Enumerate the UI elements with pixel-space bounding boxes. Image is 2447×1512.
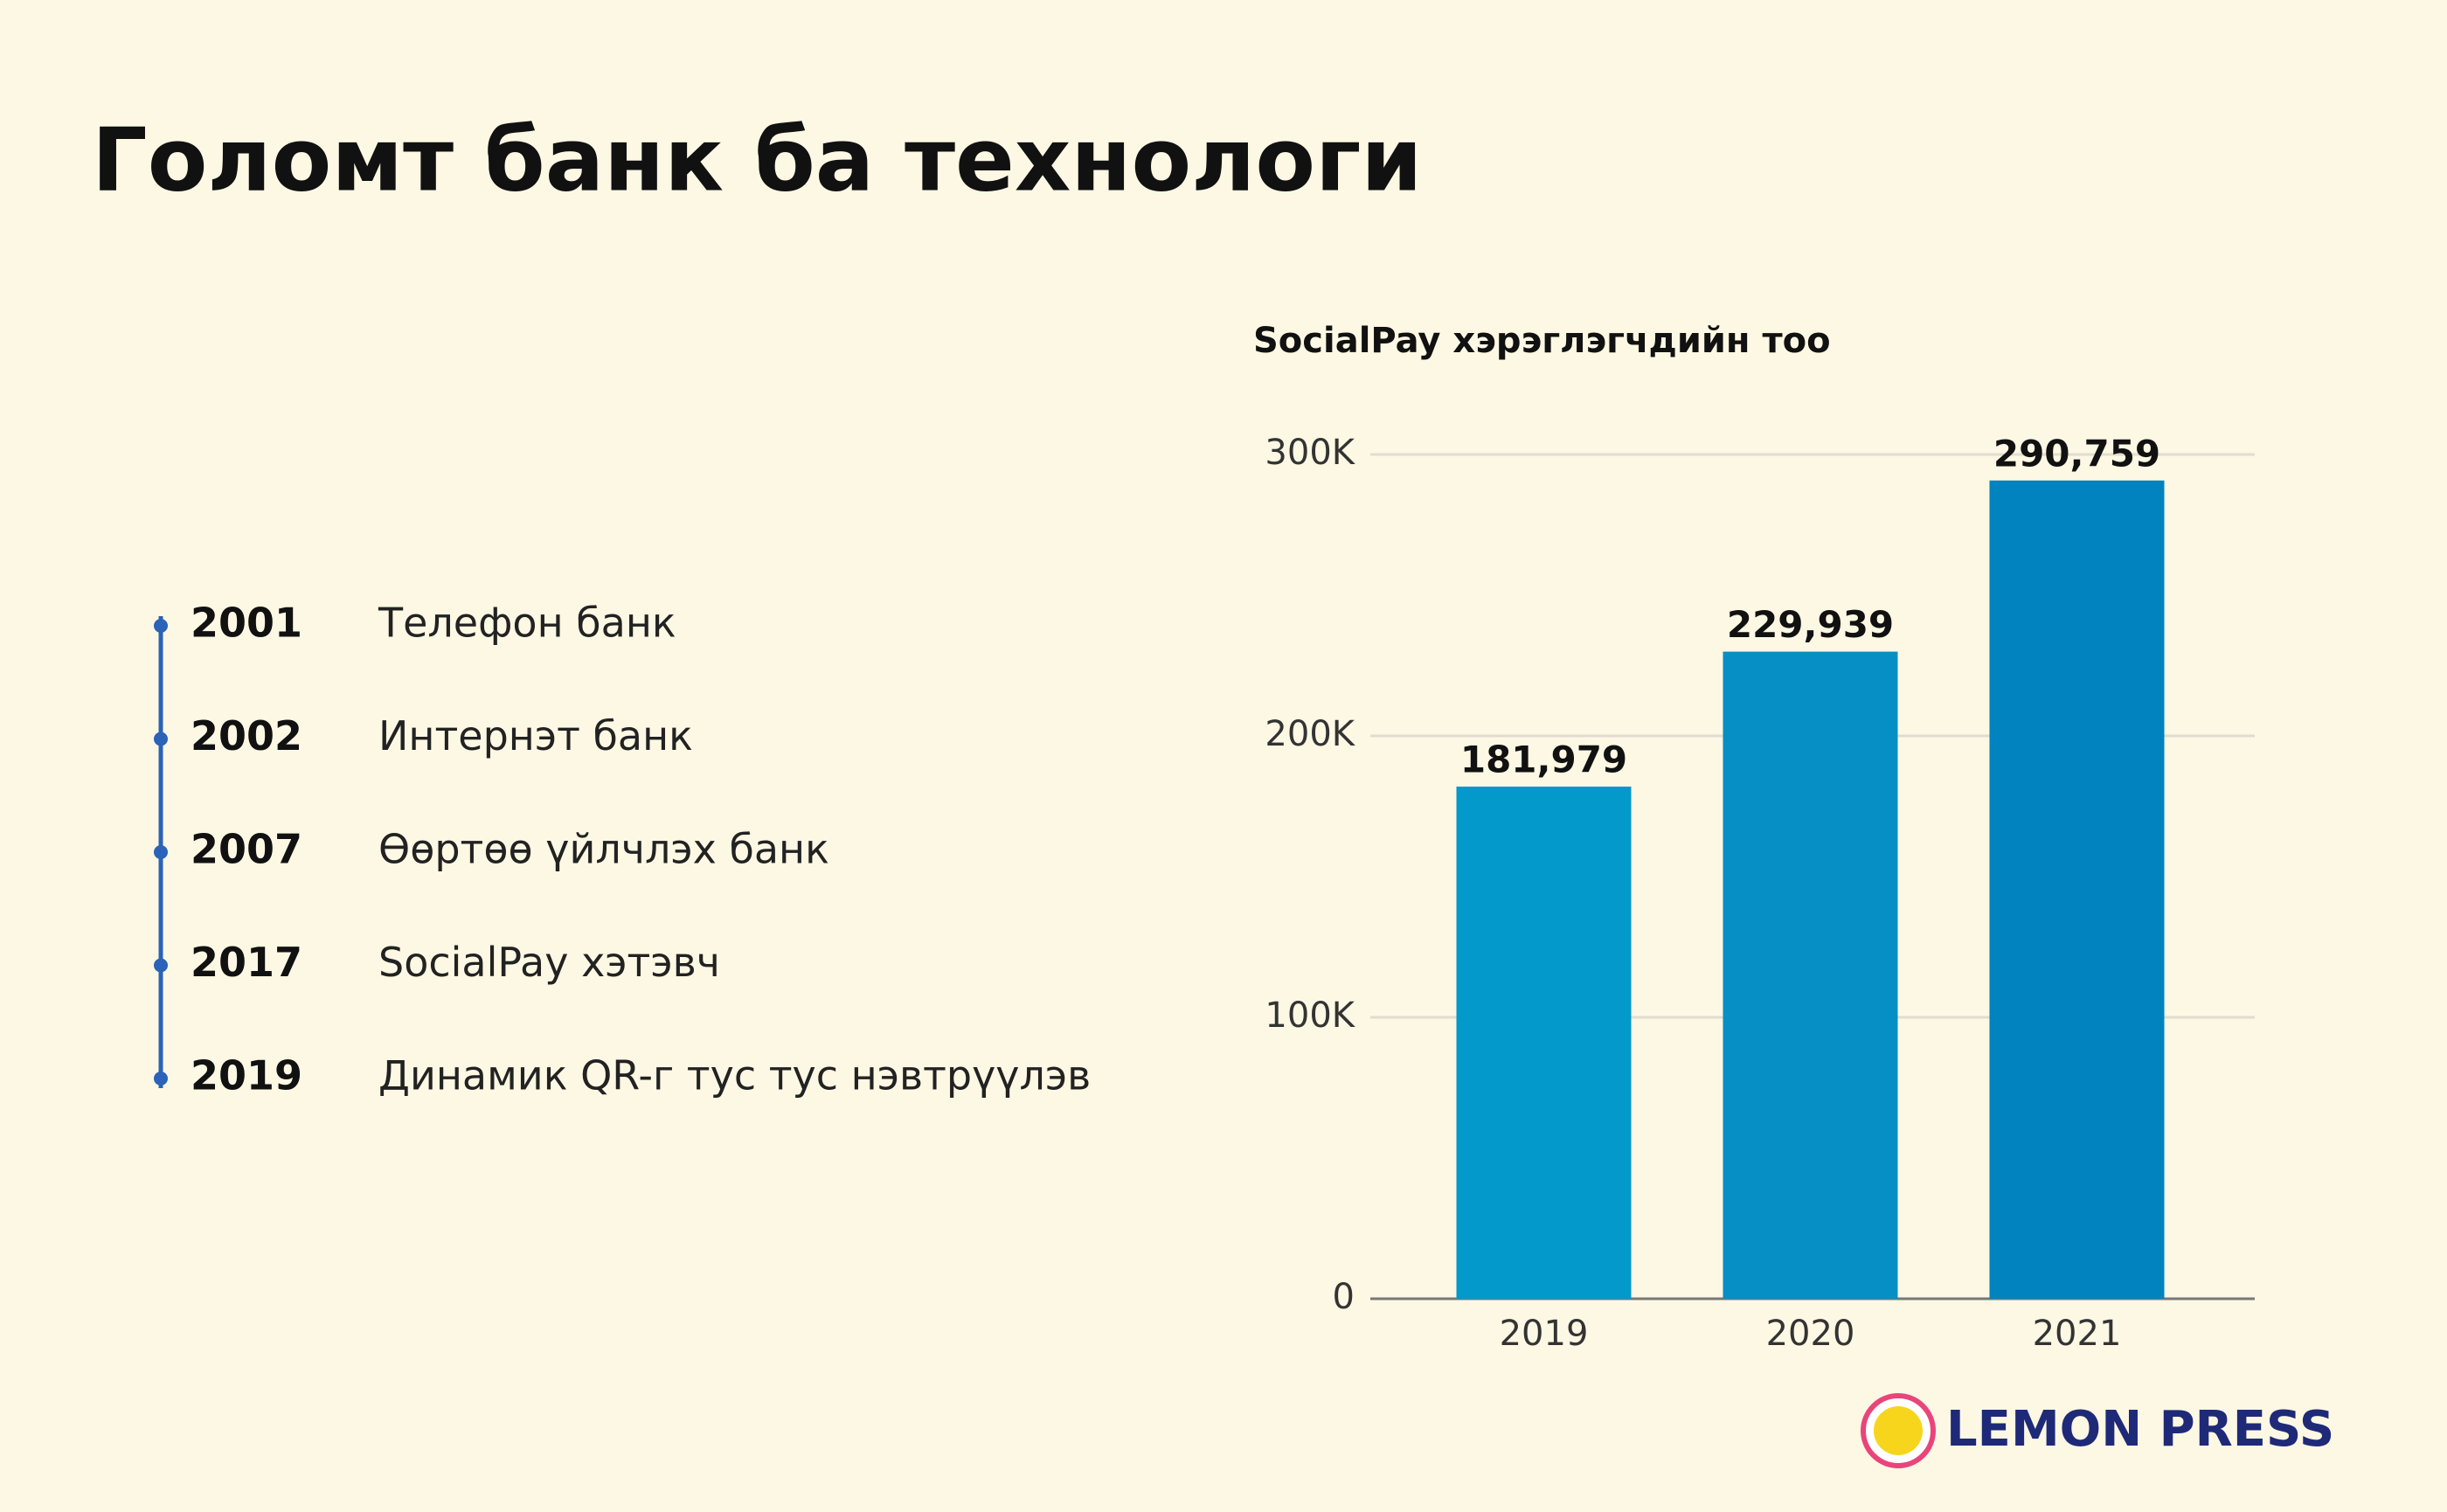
bar (1989, 480, 2165, 1299)
bar (1456, 787, 1632, 1299)
bar (1723, 651, 1898, 1299)
timeline-label: Интернэт банк (378, 712, 693, 759)
logo: LEMON PRESS (1861, 1393, 2334, 1468)
logo-lemon (1874, 1406, 1923, 1455)
y-tick-label: 0 (1333, 1277, 1355, 1317)
timeline-year: 2002 (191, 712, 302, 759)
timeline-dot (154, 732, 168, 746)
timeline-year: 2017 (191, 939, 302, 986)
chart-title: SocialPay хэрэглэгчдийн тоо (1253, 321, 1831, 361)
timeline-year: 2001 (191, 600, 302, 647)
timeline-label: Өөртөө үйлчлэх банк (378, 826, 829, 873)
y-tick-label: 100K (1265, 995, 1355, 1036)
x-tick-label: 2021 (2033, 1314, 2122, 1354)
logo-text: LEMON PRESS (1946, 1401, 2334, 1458)
timeline-label: SocialPay хэтэвч (378, 939, 720, 986)
x-tick-label: 2019 (1500, 1314, 1589, 1354)
page-title: Голомт банк ба технологи (92, 108, 1422, 211)
timeline-dot (154, 958, 168, 973)
value-label: 181,979 (1460, 739, 1627, 781)
timeline-dot (154, 845, 168, 859)
timeline-dot (154, 619, 168, 633)
timeline-label: Динамик QR-г тус тус нэвтрүүлэв (378, 1052, 1091, 1099)
timeline-year: 2019 (191, 1052, 302, 1099)
x-tick-label: 2020 (1766, 1314, 1855, 1354)
timeline-year: 2007 (191, 826, 302, 873)
value-label: 229,939 (1727, 603, 1894, 646)
value-label: 290,759 (1993, 432, 2160, 475)
timeline-dot (154, 1072, 168, 1085)
y-tick-label: 300K (1265, 433, 1355, 473)
y-tick-label: 200K (1265, 714, 1355, 754)
timeline-label: Телефон банк (378, 600, 676, 647)
